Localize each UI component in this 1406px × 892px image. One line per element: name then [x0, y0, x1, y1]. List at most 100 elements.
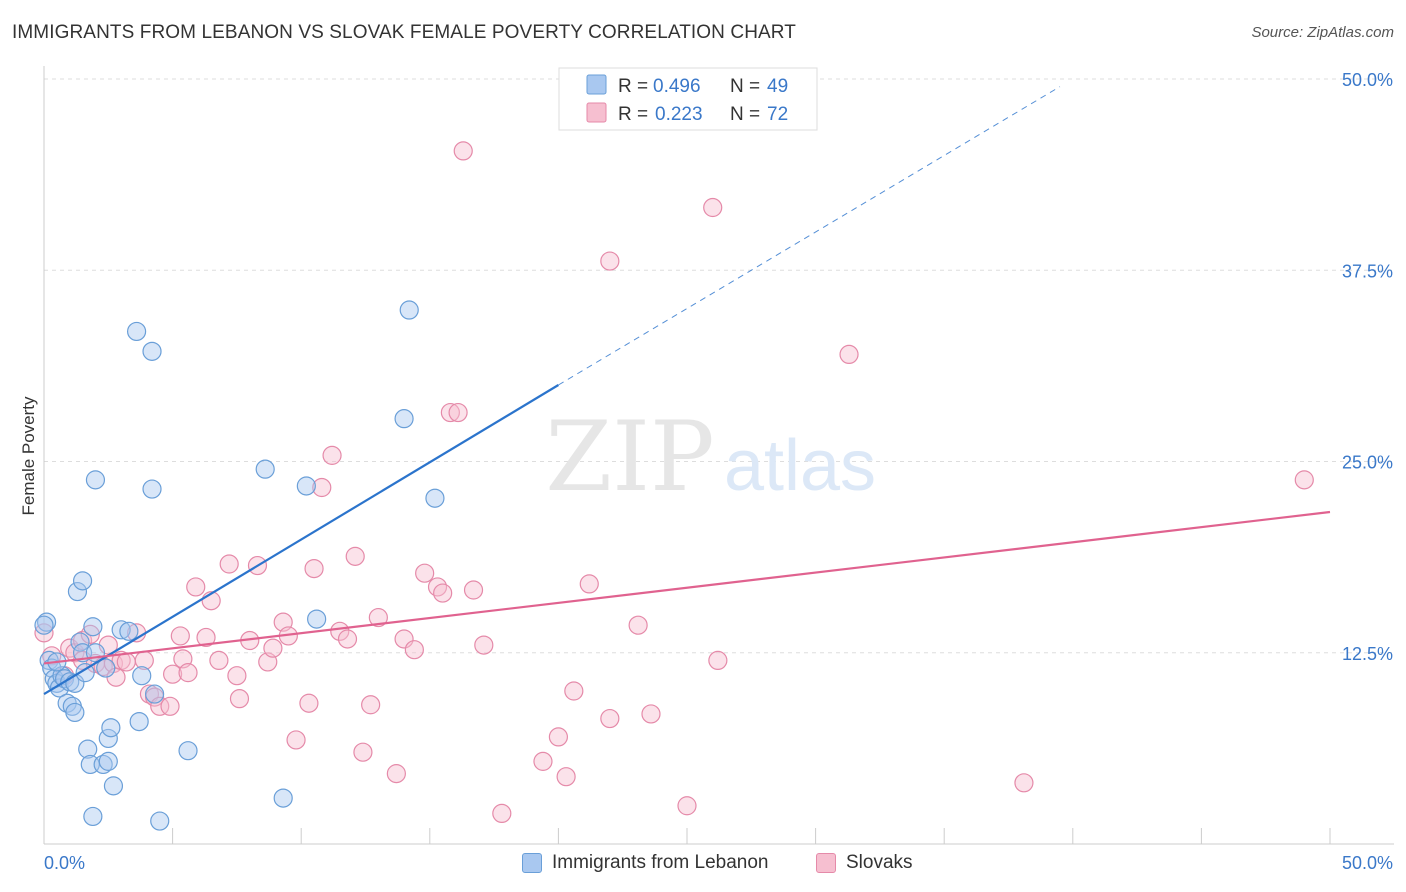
data-points — [34, 141, 1314, 831]
y-tick-label-1: 25.0% — [1342, 453, 1393, 473]
point-lebanon-40 — [255, 459, 275, 479]
point-slovaks-39 — [299, 693, 319, 713]
point-slovaks-71 — [703, 197, 723, 218]
point-lebanon-47 — [34, 615, 54, 635]
point-lebanon-34 — [132, 666, 152, 686]
point-lebanon-24 — [93, 754, 113, 775]
point-slovaks-73 — [839, 344, 859, 364]
point-lebanon-31 — [119, 621, 139, 641]
point-slovaks-68 — [628, 615, 648, 635]
point-slovaks-24 — [178, 663, 198, 683]
point-slovaks-72 — [708, 650, 728, 671]
trendline-slovaks — [43, 510, 1331, 665]
point-slovaks-67 — [600, 251, 620, 271]
point-slovaks-17 — [139, 684, 160, 704]
point-lebanon-25 — [96, 658, 116, 678]
legend-label-lebanon: Immigrants from Lebanon — [552, 852, 769, 873]
point-lebanon-17 — [75, 663, 95, 683]
point-slovaks-25 — [186, 577, 206, 597]
legend-swatch-lebanon — [586, 74, 607, 95]
point-slovaks-62 — [548, 727, 569, 747]
point-slovaks-28 — [209, 650, 229, 671]
y-tick-label-0: 12.5% — [1342, 644, 1393, 664]
point-lebanon-21 — [83, 617, 103, 637]
point-lebanon-46 — [425, 488, 445, 508]
point-slovaks-42 — [322, 445, 342, 465]
point-lebanon-41 — [273, 788, 293, 808]
grid-lines — [44, 78, 1394, 654]
point-slovaks-35 — [263, 638, 283, 658]
point-lebanon-45 — [399, 300, 419, 320]
point-slovaks-48 — [368, 607, 388, 628]
point-lebanon-13 — [67, 581, 88, 602]
point-slovaks-30 — [227, 666, 247, 686]
point-slovaks-61 — [533, 751, 553, 771]
point-lebanon-35 — [142, 341, 162, 361]
point-slovaks-20 — [160, 696, 180, 716]
point-lebanon-39 — [178, 741, 198, 761]
legend-item-slovaks[interactable]: Slovaks — [816, 852, 913, 874]
point-slovaks-70 — [677, 796, 697, 816]
y-tick-label-3: 50.0% — [1342, 70, 1393, 90]
watermark-atlas: atlas — [724, 426, 876, 506]
point-slovaks-55 — [440, 402, 460, 423]
point-slovaks-45 — [345, 546, 365, 566]
trendline-lebanon — [43, 384, 559, 696]
tick-labels: 12.5% 25.0% 37.5% 50.0% 0.0% 50.0% — [44, 70, 1393, 873]
point-slovaks-4 — [65, 643, 85, 663]
point-lebanon-0 — [36, 612, 57, 632]
point-lebanon-36 — [142, 479, 162, 499]
point-slovaks-57 — [453, 141, 473, 161]
legend-swatch-slovaks-bottom — [816, 853, 836, 873]
point-lebanon-37 — [144, 684, 165, 704]
point-slovaks-74 — [1014, 773, 1034, 793]
point-lebanon-18 — [78, 739, 98, 759]
y-axis-label: Female Poverty — [19, 396, 38, 516]
y-tick-label-2: 37.5% — [1342, 261, 1393, 281]
point-slovaks-44 — [337, 629, 358, 649]
trendline-lebanon-extension — [558, 86, 1061, 386]
point-slovaks-14 — [116, 652, 136, 672]
point-slovaks-64 — [564, 681, 584, 701]
point-lebanon-5 — [49, 678, 70, 698]
legend-item-lebanon[interactable]: Immigrants from Lebanon — [522, 852, 769, 874]
legend-r-label-slovaks: R = — [618, 104, 648, 125]
point-slovaks-54 — [433, 583, 453, 603]
x-tick-label-0: 0.0% — [44, 853, 85, 873]
point-slovaks-21 — [163, 664, 183, 684]
point-slovaks-66 — [600, 708, 620, 729]
legend-n-value-lebanon: 49 — [767, 76, 788, 97]
legend-r-value-slovaks: 0.223 — [655, 104, 703, 125]
point-lebanon-30 — [111, 620, 131, 640]
point-lebanon-33 — [129, 711, 149, 732]
point-lebanon-27 — [98, 751, 118, 771]
point-slovaks-49 — [386, 764, 406, 784]
point-slovaks-31 — [229, 689, 250, 709]
point-lebanon-42 — [296, 476, 316, 496]
point-slovaks-59 — [474, 635, 494, 655]
point-slovaks-26 — [196, 627, 216, 648]
point-lebanon-23 — [85, 470, 106, 490]
point-slovaks-65 — [579, 574, 599, 594]
point-slovaks-7 — [80, 624, 100, 644]
chart-title: IMMIGRANTS FROM LEBANON VS SLOVAK FEMALE… — [12, 22, 796, 43]
point-slovaks-60 — [492, 803, 512, 824]
point-slovaks-75 — [1294, 470, 1314, 490]
point-lebanon-12 — [65, 702, 85, 723]
point-slovaks-52 — [415, 563, 435, 583]
point-slovaks-58 — [463, 580, 484, 600]
watermark-zip: ZIP — [545, 401, 714, 513]
legend-r-value-lebanon: 0.496 — [653, 76, 701, 97]
point-lebanon-1 — [39, 650, 59, 671]
source-credit: Source: ZipAtlas.com — [1251, 24, 1394, 41]
point-slovaks-38 — [286, 730, 306, 750]
point-slovaks-63 — [556, 767, 576, 787]
legend-swatch-lebanon-bottom — [522, 853, 542, 873]
point-slovaks-46 — [353, 742, 373, 762]
legend-swatch-slovaks — [586, 102, 607, 123]
point-slovaks-41 — [312, 477, 332, 498]
x-tick-label-1: 50.0% — [1342, 853, 1393, 873]
point-lebanon-43 — [307, 609, 327, 629]
point-slovaks-43 — [330, 621, 350, 641]
